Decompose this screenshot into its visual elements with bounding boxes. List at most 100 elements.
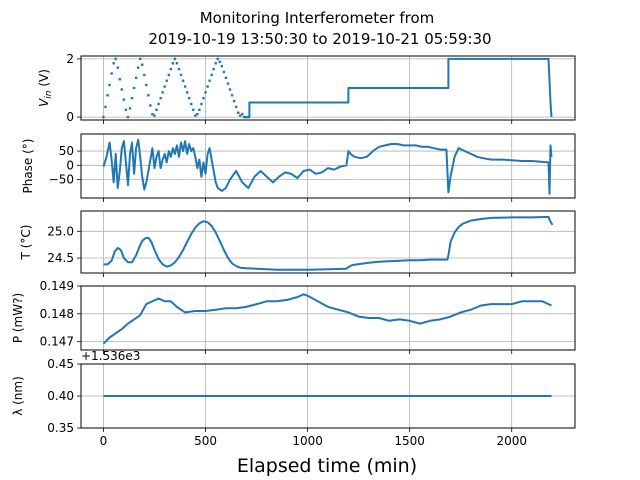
y-tick-label: −50 (49, 173, 74, 187)
data-point (134, 76, 138, 80)
data-point (200, 102, 203, 106)
data-point (214, 62, 217, 65)
data-point (202, 96, 205, 100)
data-point (106, 94, 109, 97)
data-point (226, 82, 230, 85)
data-point (239, 114, 242, 117)
y-tick-label: 0.40 (47, 389, 74, 403)
data-point (210, 73, 213, 77)
panel-power: 0.147 0.148 0.149 P (mW?) (11, 279, 576, 354)
y-axis-label: T (°C) (19, 225, 33, 261)
series-line (102, 293, 552, 345)
y-tick-label: 0.149 (40, 279, 74, 293)
data-point (136, 66, 140, 69)
data-point (183, 85, 187, 88)
data-point (153, 114, 156, 117)
panel-frame (80, 285, 576, 351)
data-point (163, 85, 166, 88)
data-point (175, 62, 179, 65)
data-point (110, 72, 113, 75)
data-point (108, 83, 111, 87)
data-point (155, 108, 158, 112)
y-tick-label: 0.147 (40, 335, 74, 349)
data-point (224, 76, 228, 80)
data-point (141, 63, 144, 66)
y-tick-label: 0.45 (47, 357, 74, 371)
data-point (216, 57, 219, 61)
series-temp (103, 215, 554, 271)
series-line (102, 138, 553, 195)
data-point (116, 66, 119, 69)
data-point (192, 108, 195, 112)
data-point (222, 70, 226, 74)
series-phase (102, 138, 553, 195)
series-power (102, 293, 552, 345)
data-point (228, 88, 232, 91)
panel-lambda: 0 500 1000 1500 2000 0.35 0.40 0.45 λ (nm) +1.536… (11, 349, 576, 448)
data-point (179, 73, 183, 77)
data-point (114, 57, 117, 61)
data-point (120, 88, 124, 91)
y-axis-label-unit: (V) (37, 69, 51, 90)
data-point (243, 115, 246, 119)
panel-vin: 0 2 Vin (V) (37, 52, 576, 124)
y-tick-label: 50 (59, 144, 74, 158)
data-point (208, 79, 211, 82)
data-point (181, 79, 185, 82)
x-tick-label: 0 (100, 434, 108, 448)
data-point (157, 102, 160, 106)
panel-temp: 24.5 25.0 T (°C) (19, 210, 576, 277)
data-point (112, 62, 115, 65)
data-point (167, 73, 170, 77)
data-point (187, 96, 191, 100)
y-tick-label: 25.0 (47, 224, 74, 238)
data-point (159, 96, 162, 100)
data-point (190, 102, 193, 106)
data-point (171, 62, 175, 65)
data-point (128, 107, 132, 110)
data-point (132, 86, 136, 90)
data-point (124, 108, 128, 112)
chart-title-line2: 2019-10-19 13:50:30 to 2019-10-21 05:59:… (148, 30, 491, 48)
data-point (232, 99, 236, 103)
data-point (122, 98, 126, 101)
data-point (151, 112, 154, 116)
y-axis-label: P (mW?) (11, 293, 25, 343)
data-point (218, 60, 222, 64)
data-point (126, 115, 130, 119)
data-point (143, 73, 146, 77)
data-point (169, 67, 173, 71)
data-point (230, 94, 234, 97)
y-tick-label: 0 (66, 110, 74, 124)
data-point (104, 105, 107, 109)
series-line (103, 215, 554, 271)
x-tick-label: 500 (194, 434, 217, 448)
data-point (247, 115, 250, 119)
data-point (149, 104, 152, 107)
data-point (241, 112, 244, 116)
x-tick-label: 1500 (394, 434, 425, 448)
y-axis-label-subscript: in (44, 90, 54, 99)
series-line (248, 57, 553, 119)
data-point (185, 91, 189, 94)
y-axis-label-symbol: V (37, 98, 51, 107)
data-point (204, 91, 207, 94)
data-point (177, 67, 181, 71)
data-point (194, 114, 197, 117)
data-point (165, 79, 168, 82)
y-axis-label: Phase (°) (21, 138, 35, 193)
x-tick-label: 2000 (496, 434, 527, 448)
chart-title-line1: Monitoring Interferometer from (200, 9, 435, 27)
data-point (161, 91, 164, 94)
y-axis-label: Vin (V) (37, 69, 54, 107)
x-axis-label: Elapsed time (min) (237, 455, 417, 477)
data-point (138, 57, 142, 61)
data-point (147, 94, 150, 97)
y-tick-label: 0.148 (40, 307, 74, 321)
series-vin (102, 57, 553, 119)
y-tick-label: 2 (66, 52, 74, 66)
y-tick-label: 0.35 (47, 421, 74, 435)
